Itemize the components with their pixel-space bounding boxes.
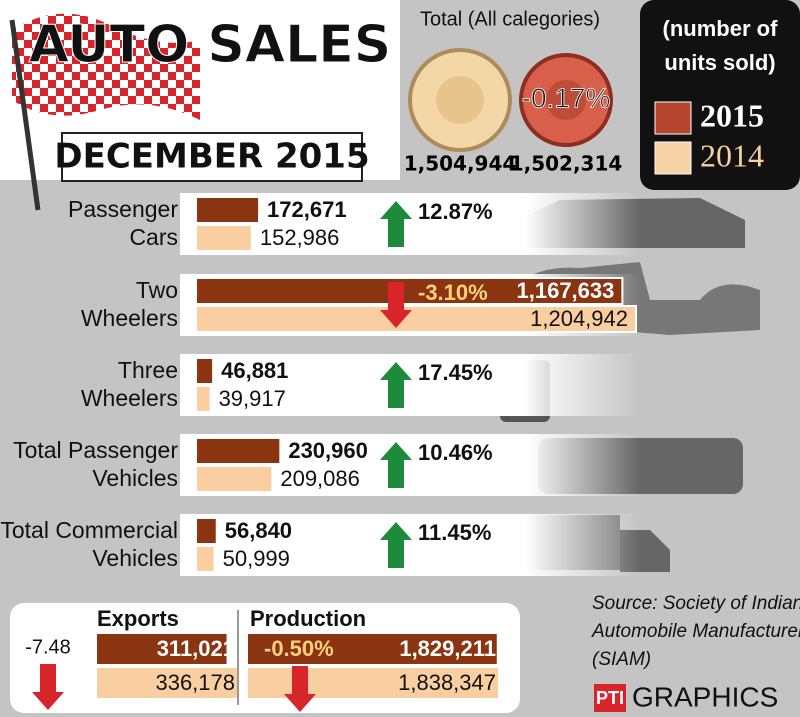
source: Automobile Manufacturers	[591, 621, 800, 642]
bar-2015	[195, 517, 218, 545]
subtitle-box	[61, 132, 363, 182]
value-label: 311,021	[157, 636, 235, 661]
row-label: Cars	[129, 224, 178, 250]
change-label: 10.46%	[418, 440, 493, 465]
row-label: Three	[118, 357, 178, 383]
legend-label: 2014	[700, 137, 764, 173]
value-label: 50,999	[223, 546, 290, 571]
credit-logo-text: PTI	[596, 688, 624, 708]
row-label: Passenger	[68, 196, 178, 222]
change-label: -0.50%	[264, 636, 334, 661]
bar-2014	[248, 668, 498, 698]
change-label: 11.45%	[418, 520, 491, 545]
up-arrow	[380, 522, 412, 568]
up-arrow	[380, 201, 412, 247]
flag	[12, 13, 200, 120]
bar-2014	[195, 465, 274, 493]
value-label: 1,204,942	[530, 306, 628, 331]
value-label: 172,671	[267, 197, 347, 222]
total-label: Total (All calegories)	[420, 8, 600, 30]
bar-2015	[97, 634, 227, 664]
row-label: Total Commercial	[0, 517, 178, 543]
value-label: 1,829,211	[399, 636, 496, 661]
value-label: 1,167,633	[517, 278, 615, 303]
panel-title: Production	[250, 606, 366, 631]
credit-logo	[594, 684, 626, 712]
value-label: 152,986	[260, 225, 340, 250]
value-label: 209,086	[280, 466, 360, 491]
total-change: -0.17%	[522, 82, 611, 113]
source: (SIAM)	[592, 649, 651, 670]
total-2015: 1,502,314	[510, 152, 623, 176]
row-stripe	[180, 354, 640, 416]
flag-pole	[9, 19, 41, 211]
value-label: 230,960	[288, 438, 368, 463]
panel-title: Exports	[97, 606, 179, 631]
row-label: Vehicles	[92, 545, 178, 571]
legend-swatch	[654, 101, 692, 135]
bar-2014	[195, 545, 216, 573]
down-arrow	[380, 282, 412, 328]
source: Source: Society of Indian	[592, 593, 800, 614]
down-arrow	[32, 664, 64, 710]
down-arrow	[284, 666, 316, 712]
bar-2015	[195, 357, 215, 385]
bar-2014	[195, 305, 637, 333]
legend-title: (number of	[663, 16, 779, 41]
change-label: -7.48	[25, 636, 71, 658]
row-label: Wheelers	[81, 385, 178, 411]
row-label: Vehicles	[92, 465, 178, 491]
bar-2014	[195, 385, 212, 413]
legend-swatch	[654, 141, 692, 175]
credit: GRAPHICS	[632, 681, 778, 712]
up-arrow	[380, 442, 412, 488]
legend-title: units sold)	[664, 50, 775, 75]
wheel-hub	[436, 76, 484, 124]
title: AUTO SALES	[29, 15, 391, 75]
value-label: 1,838,347	[398, 670, 496, 695]
value-label: 46,881	[221, 358, 288, 383]
change-label: -3.10%	[418, 280, 488, 305]
bar-2015	[195, 196, 261, 224]
bar-2014	[195, 224, 253, 252]
up-arrow	[380, 362, 412, 408]
value-label: 39,917	[219, 386, 286, 411]
bar-2015	[248, 634, 497, 664]
bar-2014	[97, 668, 237, 698]
bar-2015	[195, 277, 624, 305]
value-label: 336,178	[155, 670, 235, 695]
wheel-hub	[546, 80, 586, 120]
legend-label: 2015	[700, 97, 764, 133]
row-label: Total Passenger	[13, 437, 178, 463]
bar-2015	[195, 437, 282, 465]
row-stripe	[180, 514, 640, 576]
change-label: 17.45%	[418, 360, 493, 385]
row-label: Wheelers	[81, 305, 178, 331]
subtitle: DECEMBER 2015	[54, 137, 369, 177]
total-2014: 1,504,944	[404, 152, 517, 176]
row-label: Two	[136, 277, 178, 303]
value-label: 56,840	[225, 518, 292, 543]
change-label: 12.87%	[418, 199, 493, 224]
